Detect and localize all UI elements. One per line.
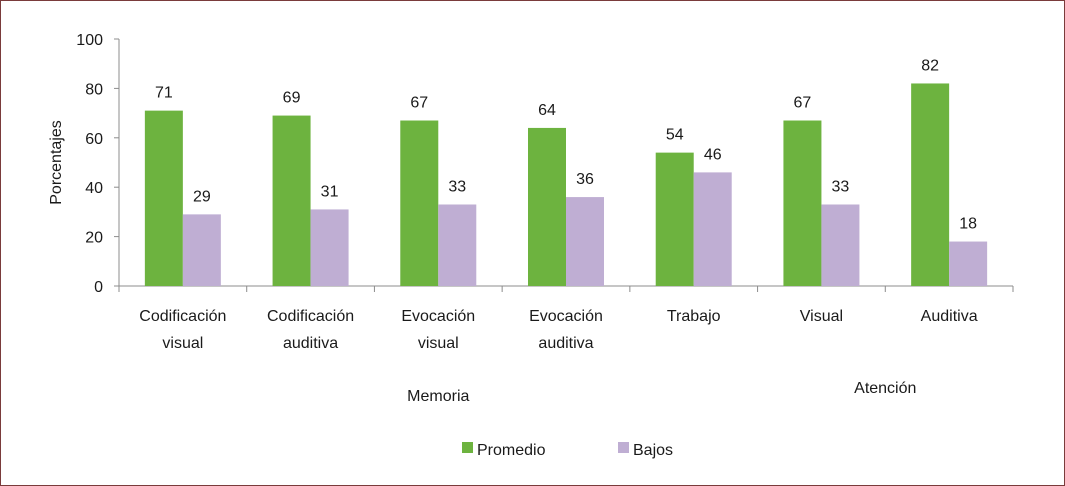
data-label-bajos: 29 [193,188,211,205]
x-tick-label: Evocación [529,308,603,325]
group-label: Memoria [407,388,469,405]
y-axis-title: Porcentajes [48,120,65,205]
y-tick-label: 40 [85,180,103,197]
data-label-bajos: 33 [832,178,850,195]
x-tick-label: Evocación [401,308,475,325]
x-tick-label: visual [162,335,203,352]
x-tick-label: Auditiva [921,308,978,325]
bar-bajos [310,209,349,286]
legend-swatch-promedio [462,442,473,453]
data-label-bajos: 31 [321,183,339,200]
bar-bajos [821,204,860,286]
data-label-promedio: 71 [155,85,173,102]
bar-promedio [528,127,566,286]
legend-label-bajos: Bajos [633,442,673,459]
y-tick-label: 20 [85,230,103,247]
legend-swatch-bajos [618,442,629,453]
data-label-bajos: 36 [576,171,594,188]
data-label-promedio: 69 [283,90,301,107]
x-tick-label: visual [418,335,459,352]
bar-bajos [438,204,477,286]
x-tick-label: Trabajo [667,308,721,325]
x-tick-label: auditiva [538,335,593,352]
y-tick-label: 80 [85,81,103,98]
data-label-bajos: 18 [959,216,977,233]
data-label-bajos: 33 [448,178,466,195]
bar-bajos [566,197,604,286]
y-tick-label: 0 [94,279,103,296]
bar-promedio [144,110,183,286]
data-label-bajos: 46 [704,146,722,163]
x-tick-label: auditiva [283,335,338,352]
bar-bajos [182,214,221,286]
data-label-promedio: 67 [794,95,812,112]
x-tick-label: Codificación [267,308,354,325]
bar-bajos [693,172,732,286]
group-label: Atención [854,380,916,397]
bar-promedio [272,115,311,286]
bar-promedio [911,83,950,287]
data-label-promedio: 54 [666,127,684,144]
bar-promedio [400,120,439,286]
y-tick-label: 60 [85,131,103,148]
x-tick-label: Visual [800,308,843,325]
bar-bajos [949,241,988,286]
bar-promedio [655,152,694,286]
data-label-promedio: 82 [921,57,939,74]
legend-label-promedio: Promedio [477,442,546,459]
data-label-promedio: 67 [410,95,428,112]
x-tick-label: Codificación [139,308,226,325]
y-tick-label: 100 [76,32,103,49]
bar-promedio [783,120,822,286]
data-label-promedio: 64 [538,102,556,119]
